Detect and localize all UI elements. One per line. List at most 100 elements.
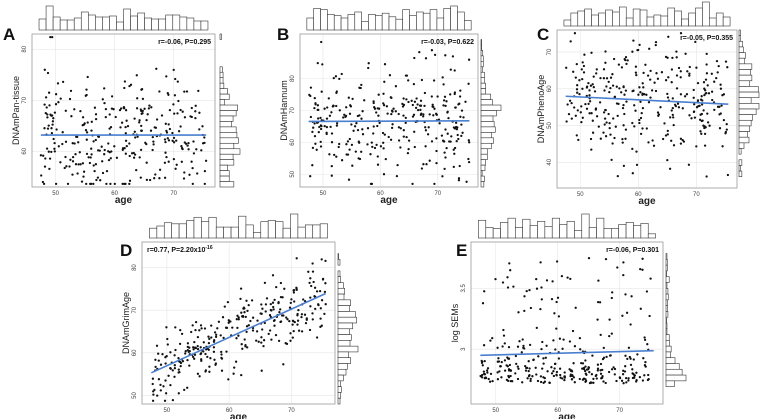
data-point bbox=[141, 109, 144, 113]
top-histogram-bar bbox=[464, 20, 472, 31]
data-point bbox=[378, 121, 381, 125]
data-point bbox=[555, 300, 558, 304]
data-point bbox=[524, 369, 528, 372]
top-histogram-bar bbox=[681, 18, 689, 27]
data-point bbox=[556, 296, 560, 299]
data-point bbox=[152, 390, 155, 393]
x-tick-label: 50 bbox=[320, 191, 327, 197]
data-point bbox=[375, 111, 378, 114]
data-point bbox=[208, 337, 211, 341]
data-point bbox=[624, 55, 628, 59]
top-histogram-bar bbox=[409, 15, 417, 31]
data-point bbox=[625, 62, 628, 66]
data-point bbox=[383, 80, 386, 83]
data-point bbox=[581, 378, 585, 381]
data-point bbox=[77, 141, 80, 144]
data-point bbox=[648, 314, 651, 318]
data-point bbox=[68, 165, 71, 168]
data-point bbox=[41, 180, 45, 184]
data-point bbox=[436, 95, 439, 98]
top-histogram-bar bbox=[306, 17, 314, 31]
data-point bbox=[434, 112, 438, 115]
data-point bbox=[551, 280, 554, 283]
data-point bbox=[44, 111, 47, 115]
data-point bbox=[171, 139, 174, 142]
data-point bbox=[109, 125, 113, 129]
data-point bbox=[173, 112, 176, 115]
data-point bbox=[246, 346, 249, 349]
data-point bbox=[449, 93, 452, 96]
data-point bbox=[496, 346, 499, 349]
data-point bbox=[183, 90, 186, 93]
data-point bbox=[160, 114, 164, 117]
right-histogram-bar bbox=[480, 170, 483, 177]
data-point bbox=[670, 109, 673, 112]
data-point bbox=[624, 354, 627, 357]
data-point bbox=[140, 87, 144, 91]
data-point bbox=[704, 78, 708, 81]
data-point bbox=[622, 124, 625, 127]
data-point bbox=[196, 347, 200, 351]
data-point bbox=[672, 123, 675, 127]
data-point bbox=[311, 146, 315, 150]
data-point bbox=[177, 368, 180, 371]
right-histogram-bar bbox=[665, 270, 667, 278]
top-histogram-bar bbox=[611, 228, 619, 239]
data-point bbox=[608, 90, 611, 94]
data-point bbox=[247, 303, 250, 307]
x-axis-title: age bbox=[230, 412, 248, 419]
top-histogram-bar bbox=[223, 226, 232, 239]
top-histogram-bar bbox=[529, 225, 538, 239]
data-point bbox=[609, 133, 612, 136]
data-point bbox=[316, 108, 319, 112]
data-point bbox=[518, 340, 521, 343]
data-point bbox=[220, 353, 223, 356]
data-point bbox=[350, 123, 353, 126]
data-point bbox=[124, 139, 128, 142]
data-point bbox=[522, 344, 525, 348]
right-histogram-bar bbox=[219, 164, 228, 171]
data-point bbox=[581, 87, 584, 90]
data-point bbox=[345, 106, 348, 109]
data-point bbox=[639, 116, 643, 120]
data-point bbox=[599, 372, 603, 375]
data-point bbox=[637, 93, 640, 96]
right-histogram-bar bbox=[738, 52, 746, 59]
data-point bbox=[575, 88, 579, 91]
top-histogram-bar bbox=[208, 216, 217, 239]
data-point bbox=[616, 114, 619, 118]
data-point bbox=[577, 138, 580, 142]
y-tick-label: 80 bbox=[132, 264, 138, 271]
data-point bbox=[270, 338, 273, 341]
stat-annotation: r=-0.05, P=0.355 bbox=[680, 35, 733, 42]
data-point bbox=[553, 367, 556, 370]
data-point bbox=[582, 64, 586, 68]
data-point bbox=[682, 140, 686, 143]
data-point bbox=[705, 52, 708, 56]
top-histogram-bar bbox=[123, 8, 131, 31]
data-point bbox=[360, 117, 363, 120]
data-point bbox=[98, 149, 101, 152]
data-point bbox=[572, 362, 575, 365]
data-point bbox=[579, 111, 582, 114]
data-point bbox=[373, 106, 376, 109]
data-point bbox=[613, 136, 616, 140]
data-point bbox=[453, 69, 456, 72]
right-histogram-bar bbox=[337, 282, 344, 289]
data-point bbox=[164, 362, 167, 365]
data-point bbox=[286, 318, 289, 321]
top-histogram-bar bbox=[584, 8, 592, 27]
right-histogram-bar bbox=[665, 322, 668, 330]
right-histogram-bar bbox=[480, 104, 502, 111]
data-point bbox=[500, 360, 503, 364]
data-point bbox=[453, 152, 456, 155]
data-point bbox=[348, 148, 351, 151]
data-point bbox=[722, 118, 726, 122]
data-point bbox=[319, 140, 322, 144]
data-point bbox=[193, 340, 196, 344]
data-point bbox=[262, 339, 266, 342]
top-histogram-bar bbox=[165, 14, 174, 31]
data-point bbox=[527, 360, 530, 363]
data-point bbox=[626, 59, 629, 62]
data-point bbox=[77, 163, 80, 166]
